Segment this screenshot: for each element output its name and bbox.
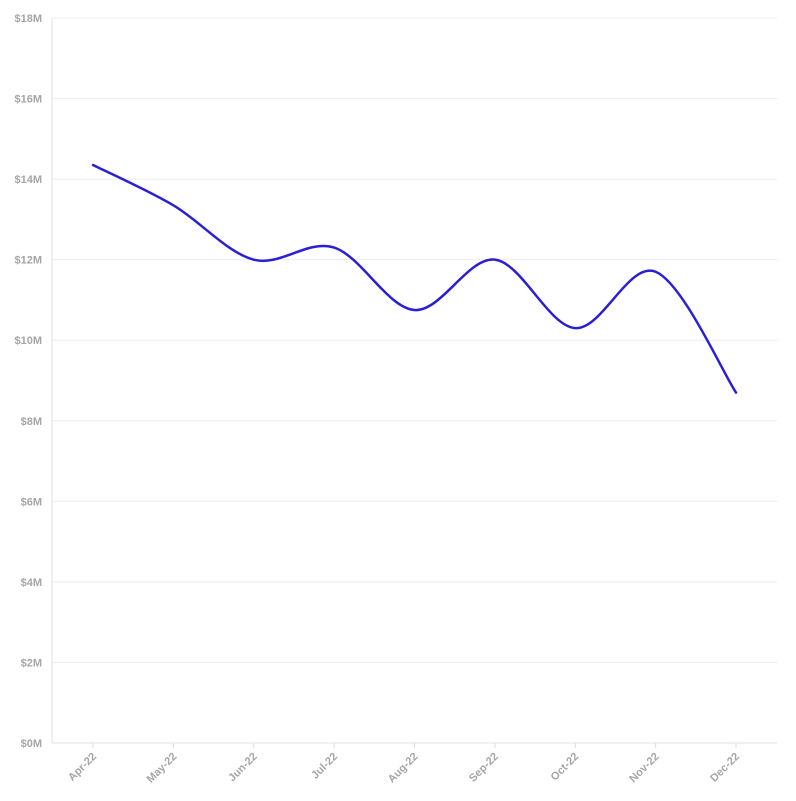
label-layer: $0M $2M $4M $6M $8M $10M $12M $14M $16M $18M Apr-2… <box>14 13 742 785</box>
x-tick-label: Apr-22 <box>66 751 99 784</box>
y-tick-label: $12M <box>14 255 42 267</box>
y-tick-label: $2M <box>21 657 42 669</box>
x-tick-label: May-22 <box>145 751 180 786</box>
x-tick-label: Aug-22 <box>386 751 421 786</box>
series-layer <box>91 163 738 394</box>
x-tick-label: Jul-22 <box>309 751 340 782</box>
x-tick-label: Oct-22 <box>549 751 582 784</box>
series-line <box>91 163 738 394</box>
grid-layer <box>52 17 777 663</box>
y-tick-label: $6M <box>21 496 42 508</box>
y-tick-label: $18M <box>14 13 42 25</box>
y-tick-label: $10M <box>14 335 42 347</box>
y-tick-label: $14M <box>14 174 42 186</box>
y-tick-label: $4M <box>21 577 42 589</box>
x-tick-label: Sep-22 <box>467 751 501 785</box>
y-tick-label: $0M <box>21 738 42 750</box>
axis-layer <box>51 18 777 748</box>
x-tick-label: Nov-22 <box>627 751 661 785</box>
x-tick-label: Dec-22 <box>708 751 742 785</box>
y-tick-label: $16M <box>14 94 42 106</box>
y-tick-label: $8M <box>21 416 42 428</box>
x-tick-label: Jun-22 <box>226 751 260 785</box>
